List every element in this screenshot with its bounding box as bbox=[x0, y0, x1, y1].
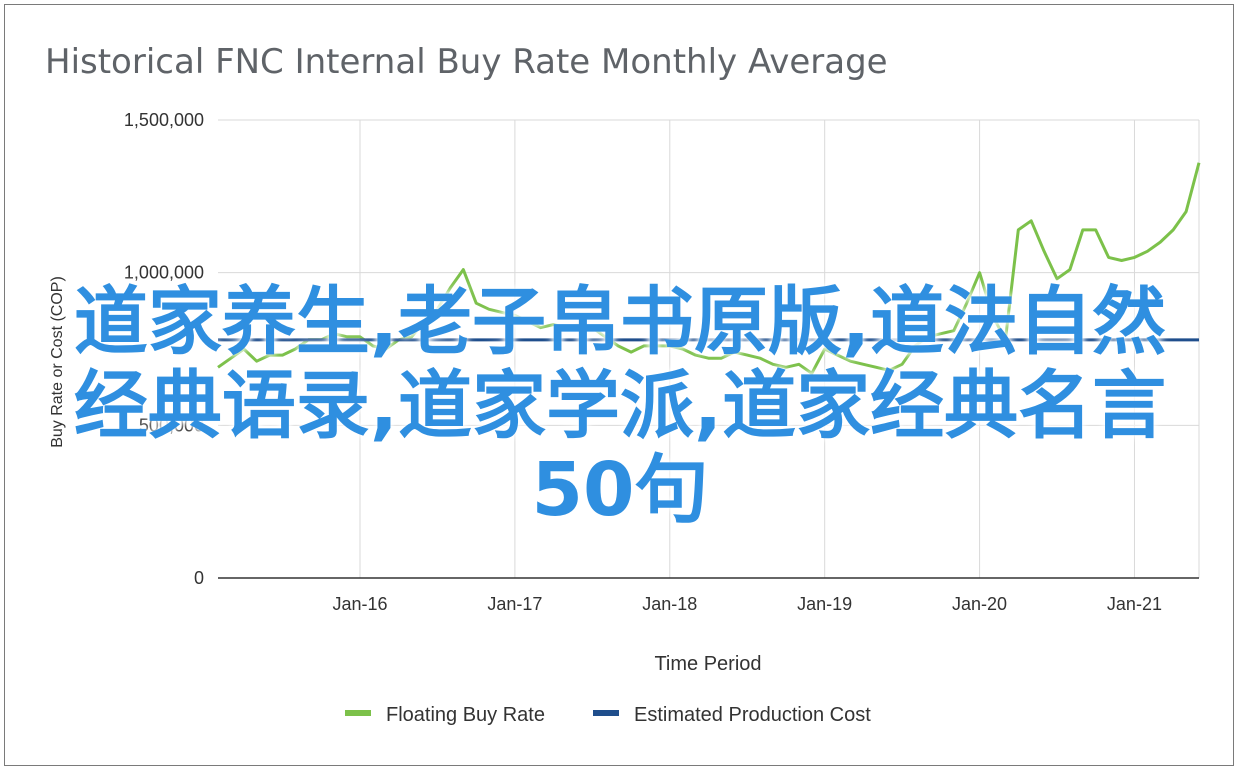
legend-swatch-floating-buy-rate bbox=[345, 710, 371, 716]
x-tick-label: Jan-16 bbox=[332, 594, 387, 614]
legend-swatch-estimated-production-cost bbox=[593, 710, 619, 716]
x-axis-label: Time Period bbox=[654, 653, 761, 675]
series-line-floating-buy-rate bbox=[217, 162, 1201, 375]
legend-label-estimated-production-cost: Estimated Production Cost bbox=[634, 704, 871, 726]
y-tick-labels: 0 500,000 1,000,000 1,500,000 bbox=[124, 110, 204, 588]
x-tick-label: Jan-18 bbox=[642, 594, 697, 614]
legend-label-floating-buy-rate: Floating Buy Rate bbox=[386, 704, 545, 726]
y-tick-label: 1,000,000 bbox=[124, 263, 204, 283]
chart-frame bbox=[4, 4, 1234, 766]
x-tick-label: Jan-20 bbox=[952, 594, 1007, 614]
horizontal-gridlines bbox=[218, 119, 1199, 426]
chart-legend: Floating Buy Rate Estimated Production C… bbox=[345, 704, 871, 726]
x-tick-labels: Jan-16 Jan-17 Jan-18 Jan-19 Jan-20 Jan-21 bbox=[332, 594, 1162, 614]
y-tick-label: 500,000 bbox=[139, 415, 204, 435]
x-tick-label: Jan-17 bbox=[487, 594, 542, 614]
x-tick-label: Jan-19 bbox=[797, 594, 852, 614]
x-tick-label: Jan-21 bbox=[1107, 594, 1162, 614]
y-tick-label: 1,500,000 bbox=[124, 110, 204, 130]
vertical-gridlines bbox=[359, 120, 1200, 578]
chart-title: Historical FNC Internal Buy Rate Monthly… bbox=[45, 42, 888, 82]
y-tick-label: 0 bbox=[194, 568, 204, 588]
y-axis-label: Buy Rate or Cost (COP) bbox=[49, 276, 66, 448]
series-layer bbox=[217, 162, 1201, 375]
